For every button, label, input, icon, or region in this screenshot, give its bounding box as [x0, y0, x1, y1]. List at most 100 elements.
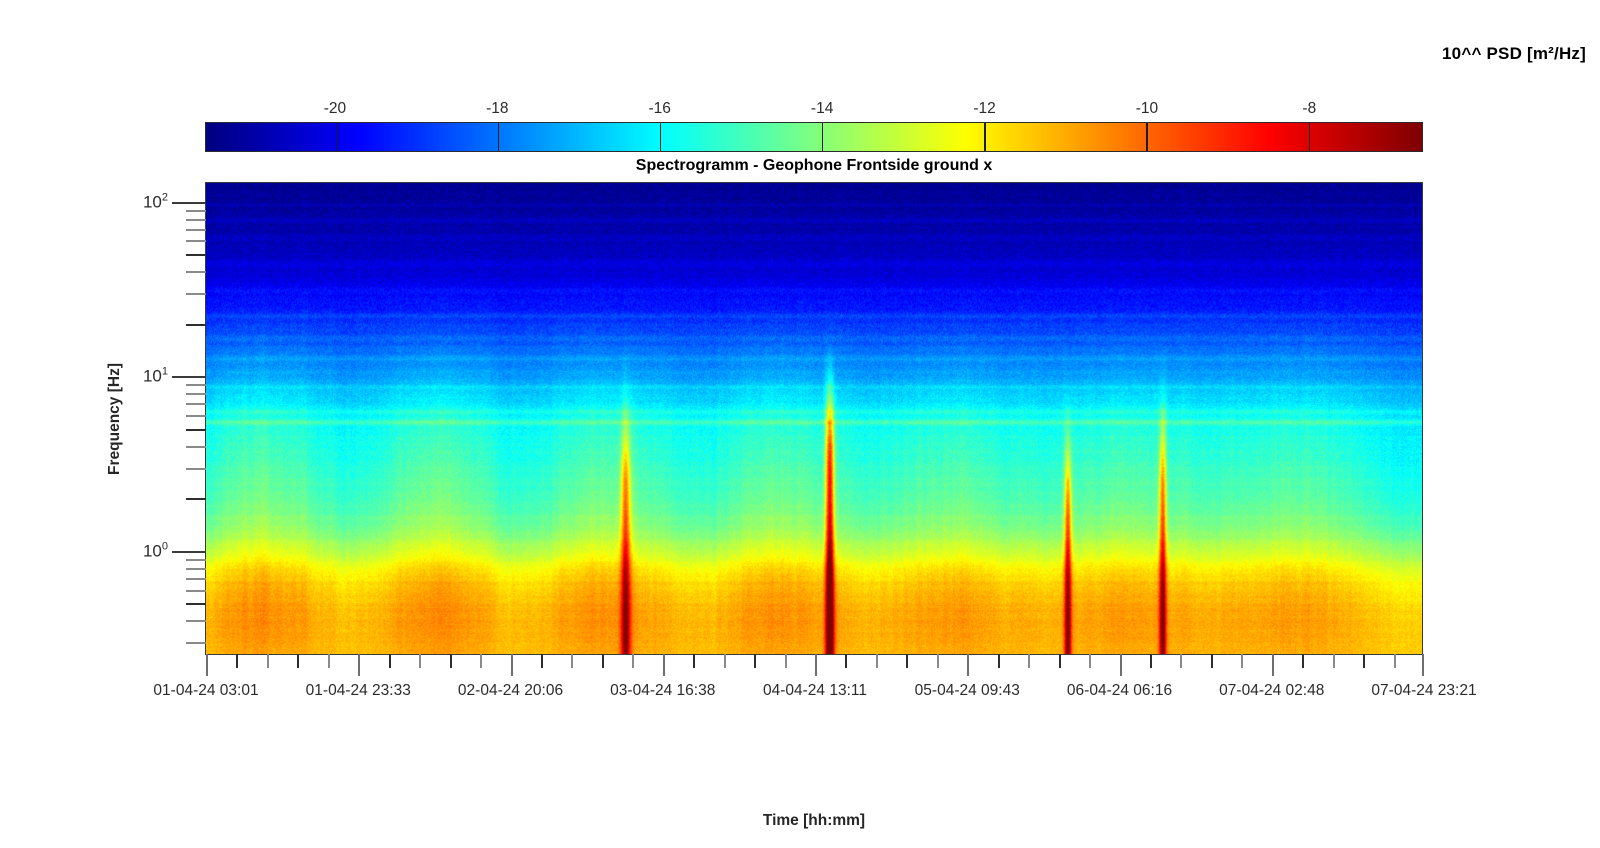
x-axis-minor-tick [1302, 654, 1305, 668]
spectrogram-canvas [206, 183, 1422, 654]
y-tick-mantissa: 10 [142, 541, 162, 561]
y-axis-minor-tick [186, 498, 206, 501]
colorbar-tick-mark [1308, 123, 1310, 151]
x-axis-tick-label: 04-04-24 13:11 [763, 682, 867, 699]
colorbar-title: 10^^ PSD [m²/Hz] [1442, 44, 1586, 63]
y-axis-minor-tick [186, 577, 206, 580]
y-axis-minor-tick [186, 393, 206, 396]
y-axis-minor-tick [186, 228, 206, 231]
colorbar-tick-mark [497, 123, 500, 151]
x-axis-minor-tick [266, 654, 269, 668]
spectrogram-axes: 100 101 102 01-04-24 03:01 01-04-24 23:33 02-… [143, 182, 1477, 699]
x-axis-major-tick [1271, 654, 1274, 676]
x-axis-major-tick [206, 654, 208, 676]
x-axis-tick-label: 07-04-24 23:21 [1371, 682, 1477, 699]
colorbar-tick-label: -16 [648, 100, 671, 117]
y-axis-minor-tick [186, 209, 206, 212]
y-axis-label-text: Frequency [Hz] [106, 362, 123, 475]
y-tick-mantissa: 10 [142, 366, 162, 386]
x-axis-major-tick [967, 654, 970, 676]
x-axis-minor-tick [1332, 654, 1335, 668]
x-axis-minor-tick [419, 654, 422, 668]
x-axis-minor-tick [693, 654, 696, 668]
y-axis-major-tick [172, 550, 206, 553]
x-axis-major-tick [662, 654, 665, 676]
x-axis-tick-label: 03-04-24 16:38 [610, 682, 716, 699]
y-tick-exponent: 2 [161, 191, 168, 204]
y-axis-label: Frequency [Hz] [104, 182, 126, 655]
x-axis-minor-tick [601, 654, 604, 668]
x-axis-minor-tick [1028, 654, 1031, 668]
y-axis-minor-tick [186, 589, 206, 592]
x-axis-minor-tick [1149, 654, 1152, 668]
y-axis-minor-tick [186, 384, 206, 387]
colorbar-tick-label: -20 [323, 100, 347, 117]
x-axis-minor-tick [784, 654, 787, 668]
y-tick-exponent: 1 [161, 365, 168, 378]
colorbar-tick-mark [659, 123, 662, 151]
x-axis-minor-tick [480, 654, 483, 668]
x-axis-major-tick [1422, 654, 1424, 676]
x-axis-minor-tick [1393, 654, 1396, 668]
colorbar-tick-label: -10 [1135, 100, 1159, 117]
y-axis-tick-label: 100 [143, 541, 168, 562]
x-axis-tick-label: 07-04-24 02:48 [1219, 682, 1325, 699]
y-axis-minor-tick [186, 445, 206, 448]
x-axis-tick-label: 05-04-24 09:43 [914, 682, 1020, 699]
colorbar-gradient [205, 122, 1423, 152]
y-axis-minor-tick [186, 218, 206, 221]
colorbar-tick-mark [822, 123, 824, 151]
x-axis-tick-label: 02-04-24 20:06 [457, 682, 564, 699]
colorbar-canvas [206, 123, 1422, 151]
y-axis-minor-tick [186, 603, 206, 606]
y-axis-minor-tick [186, 567, 206, 570]
x-axis-minor-tick [1210, 654, 1213, 668]
y-axis-minor-tick [186, 467, 206, 470]
y-axis-tick-label: 101 [143, 366, 168, 387]
colorbar-tick-label: -12 [973, 100, 996, 117]
colorbar-tick-labels: -20 -18 -16 -14 -12 -10 -8 [205, 100, 1423, 122]
x-axis-minor-tick [1241, 654, 1244, 668]
x-axis-tick-label: 01-04-24 23:33 [305, 682, 411, 699]
x-axis-minor-tick [845, 654, 848, 668]
colorbar-tick-label: -14 [810, 100, 834, 117]
x-axis-minor-tick [449, 654, 452, 668]
x-axis-minor-tick [1089, 654, 1092, 668]
y-axis-minor-tick [186, 240, 206, 243]
y-axis-major-tick [172, 376, 206, 379]
y-axis-minor-tick [186, 403, 206, 406]
y-tick-mantissa: 10 [142, 192, 162, 212]
x-axis-major-tick [815, 654, 817, 676]
x-axis-minor-tick [875, 654, 878, 668]
x-axis-minor-tick [1180, 654, 1183, 668]
x-axis-minor-tick [236, 654, 239, 668]
x-axis-tick-label: 01-04-24 03:01 [153, 682, 259, 699]
colorbar-tick-mark [984, 123, 986, 151]
y-axis-major-tick [172, 201, 206, 204]
x-axis-minor-tick [571, 654, 574, 668]
colorbar-tick-mark [335, 123, 338, 151]
colorbar: -20 -18 -16 -14 -12 -10 -8 [205, 100, 1423, 152]
x-axis-label: Time [hh:mm] [762, 812, 866, 829]
y-axis-minor-tick [186, 428, 206, 431]
y-axis-tick-label: 102 [143, 191, 168, 212]
x-axis-minor-tick [297, 654, 300, 668]
page-title: Spectrogramm - Geophone Frontside ground… [635, 157, 993, 174]
y-tick-exponent: 0 [161, 540, 168, 553]
x-axis-minor-tick [1058, 654, 1061, 668]
x-axis-minor-tick [997, 654, 1000, 668]
y-axis-minor-tick [186, 323, 206, 326]
colorbar-tick-label: -18 [486, 100, 509, 117]
x-axis-major-tick [510, 654, 513, 676]
x-axis-minor-tick [723, 654, 726, 668]
y-axis-minor-tick [186, 558, 206, 561]
x-axis-minor-tick [1363, 654, 1366, 668]
y-axis-minor-tick [186, 271, 206, 274]
x-axis-tick-label: 06-04-24 06:16 [1066, 682, 1173, 699]
y-axis-minor-tick [186, 620, 206, 623]
colorbar-tick-mark [1146, 123, 1148, 151]
x-axis-major-tick [358, 654, 361, 676]
x-axis-major-tick [1119, 654, 1122, 676]
x-axis-minor-tick [540, 654, 543, 668]
colorbar-tick-label: -8 [1302, 100, 1317, 117]
